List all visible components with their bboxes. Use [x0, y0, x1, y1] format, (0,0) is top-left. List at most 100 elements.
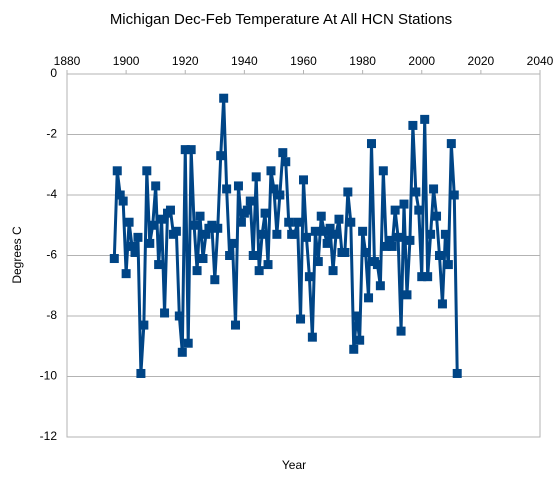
- marker: [245, 196, 255, 206]
- marker: [284, 217, 294, 227]
- marker: [355, 335, 365, 345]
- marker: [216, 151, 226, 161]
- x-tick-label: 2040: [527, 54, 553, 68]
- marker: [115, 190, 125, 200]
- marker: [440, 229, 450, 239]
- plot-border: [66, 73, 541, 438]
- marker: [343, 187, 353, 197]
- marker: [420, 114, 430, 124]
- x-tick-label: 1960: [290, 54, 317, 68]
- marker: [225, 251, 235, 260]
- marker: [349, 344, 359, 354]
- y-tick-label: -2: [46, 127, 57, 141]
- marker: [387, 241, 397, 251]
- marker: [228, 238, 238, 248]
- marker: [192, 266, 202, 276]
- marker: [177, 347, 187, 357]
- marker: [207, 220, 217, 230]
- marker: [260, 208, 270, 218]
- marker: [133, 232, 143, 242]
- marker: [248, 251, 258, 260]
- marker: [434, 251, 444, 260]
- marker: [219, 93, 229, 103]
- marker: [414, 205, 424, 215]
- marker: [124, 217, 134, 227]
- marker: [449, 190, 459, 200]
- marker: [233, 181, 243, 191]
- marker: [372, 260, 382, 270]
- y-tick-label: 0: [50, 66, 57, 80]
- marker: [366, 139, 376, 149]
- y-tick-label: -12: [40, 429, 58, 443]
- x-axis-label: Year: [282, 458, 306, 472]
- x-tick-label: 2000: [408, 54, 435, 68]
- marker: [316, 211, 326, 221]
- marker: [222, 184, 232, 194]
- marker: [278, 148, 288, 158]
- marker: [429, 184, 439, 194]
- marker: [257, 229, 267, 239]
- marker: [127, 241, 137, 251]
- marker: [236, 217, 246, 227]
- marker: [118, 196, 128, 206]
- marker: [443, 260, 453, 270]
- marker: [180, 145, 190, 155]
- y-tick-label: -10: [40, 369, 58, 383]
- marker: [296, 314, 306, 324]
- marker: [112, 166, 122, 176]
- marker: [393, 232, 403, 242]
- marker: [313, 257, 323, 267]
- marker: [189, 220, 199, 230]
- marker: [358, 226, 368, 236]
- marker: [290, 229, 300, 239]
- marker: [364, 293, 374, 303]
- marker: [130, 247, 140, 257]
- marker: [201, 229, 211, 239]
- marker: [160, 308, 170, 318]
- marker: [263, 260, 273, 270]
- marker: [396, 326, 406, 336]
- marker: [307, 332, 317, 342]
- y-tick-label: -6: [46, 248, 57, 262]
- x-tick-label: 1880: [54, 54, 81, 68]
- marker: [402, 290, 412, 300]
- marker: [171, 226, 181, 236]
- marker: [340, 247, 350, 257]
- marker: [195, 211, 205, 221]
- marker: [213, 223, 223, 233]
- marker: [231, 320, 241, 330]
- marker: [328, 266, 338, 276]
- marker: [210, 275, 220, 285]
- marker: [334, 214, 344, 224]
- marker: [269, 184, 279, 194]
- marker: [426, 229, 436, 239]
- marker: [157, 214, 167, 224]
- marker: [384, 235, 394, 245]
- marker: [417, 272, 427, 282]
- marker: [198, 254, 208, 264]
- marker: [437, 299, 447, 309]
- marker: [405, 235, 415, 245]
- marker: [432, 211, 442, 221]
- marker: [325, 223, 335, 233]
- x-tick-label: 2020: [468, 54, 495, 68]
- marker: [304, 272, 314, 282]
- marker: [378, 166, 388, 176]
- marker: [266, 166, 276, 176]
- x-tick-label: 1980: [349, 54, 376, 68]
- marker: [151, 181, 161, 191]
- marker: [399, 199, 409, 209]
- marker: [319, 226, 329, 236]
- marker: [322, 238, 332, 248]
- marker: [411, 187, 421, 197]
- x-tick-label: 1900: [113, 54, 140, 68]
- marker: [109, 254, 119, 264]
- y-tick-label: -8: [46, 308, 57, 322]
- x-tick-label: 1920: [172, 54, 199, 68]
- marker: [136, 368, 146, 378]
- marker: [251, 172, 261, 182]
- x-tick-label: 1940: [231, 54, 258, 68]
- marker: [446, 139, 456, 149]
